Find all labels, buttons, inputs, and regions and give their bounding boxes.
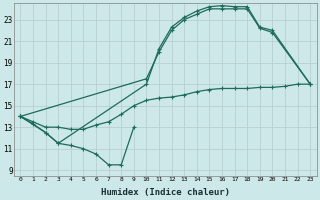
- X-axis label: Humidex (Indice chaleur): Humidex (Indice chaleur): [101, 188, 230, 197]
